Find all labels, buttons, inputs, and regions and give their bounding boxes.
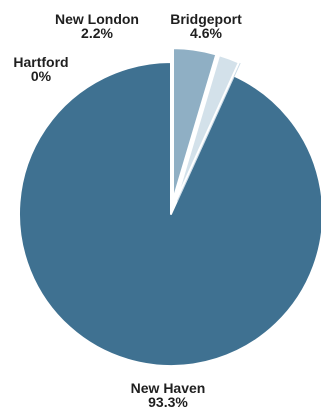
pie-slice-new-london [174, 54, 240, 202]
slice-label-bridgeport: Bridgeport [170, 11, 242, 27]
slice-label-hartford: Hartford [13, 54, 68, 70]
slice-value-new-haven: 93.3% [148, 394, 188, 409]
slice-value-hartford: 0% [31, 68, 52, 84]
pie-slice-new-haven [18, 61, 321, 367]
slice-value-new-london: 2.2% [81, 25, 113, 41]
pie-slice-bridgeport [172, 47, 218, 202]
slice-label-new-haven: New Haven [131, 380, 206, 396]
slice-label-new-london: New London [55, 11, 139, 27]
slice-value-bridgeport: 4.6% [190, 25, 222, 41]
